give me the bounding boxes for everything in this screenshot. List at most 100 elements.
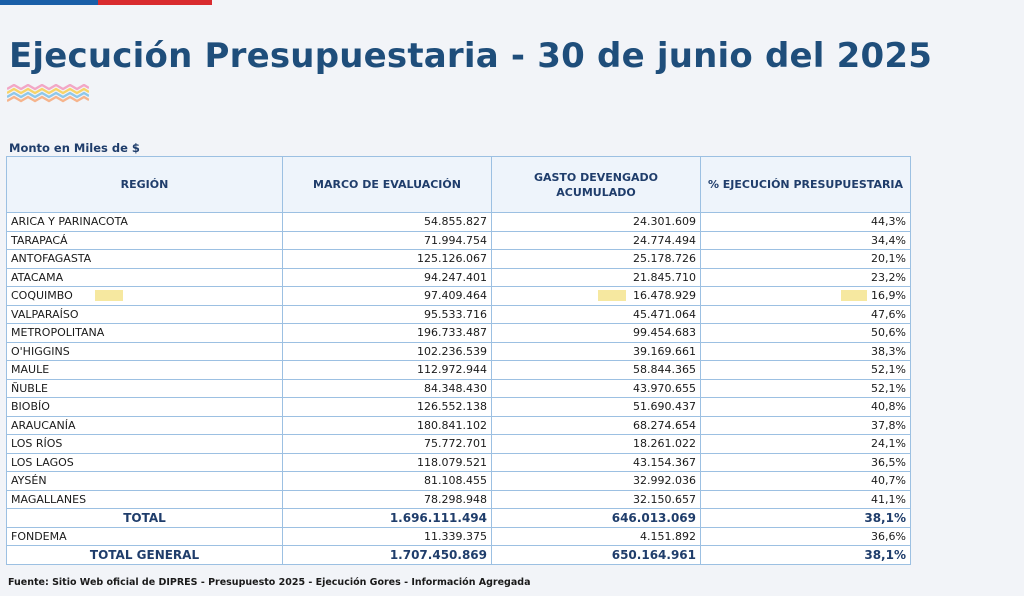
marco-cell: 84.348.430 [282, 378, 492, 398]
highlight-mark [841, 290, 867, 301]
gasto-cell: 4.151.892 [491, 526, 701, 546]
table-row: ARAUCANÍA 180.841.102 68.274.654 37,8% [6, 415, 911, 435]
gasto-cell: 646.013.069 [491, 508, 701, 528]
table-row: BIOBÍO 126.552.138 51.690.437 40,8% [6, 397, 911, 417]
marco-cell: 75.772.701 [282, 434, 492, 454]
region-cell: COQUIMBO [6, 286, 283, 306]
table-row: ANTOFAGASTA 125.126.067 25.178.726 20,1% [6, 249, 911, 269]
table-row: MAGALLANES 78.298.948 32.150.657 41,1% [6, 489, 911, 509]
ejecucion-cell: 36,6% [700, 526, 911, 546]
marco-cell: 112.972.944 [282, 360, 492, 380]
highlight-mark [95, 290, 123, 301]
table-row: METROPOLITANA 196.733.487 99.454.683 50,6% [6, 323, 911, 343]
region-cell: TOTAL GENERAL [6, 545, 283, 565]
table-row: COQUIMBO 97.409.464 16.478.929 16,9% [6, 286, 911, 306]
gasto-cell: 45.471.064 [491, 304, 701, 324]
ejecucion-cell: 36,5% [700, 452, 911, 472]
column-header-gasto: GASTO DEVENGADO ACUMULADO [491, 156, 701, 213]
marco-cell: 1.696.111.494 [282, 508, 492, 528]
gasto-cell: 25.178.726 [491, 249, 701, 269]
marco-cell: 126.552.138 [282, 397, 492, 417]
marco-cell: 180.841.102 [282, 415, 492, 435]
gasto-cell: 32.992.036 [491, 471, 701, 491]
region-cell: AYSÉN [6, 471, 283, 491]
page-title: Ejecución Presupuestaria - 30 de junio d… [9, 36, 933, 76]
table-row: MAULE 112.972.944 58.844.365 52,1% [6, 360, 911, 380]
ejecucion-cell: 40,8% [700, 397, 911, 417]
marco-cell: 97.409.464 [282, 286, 492, 306]
gasto-cell: 24.774.494 [491, 230, 701, 250]
marco-cell: 11.339.375 [282, 526, 492, 546]
ejecucion-cell: 52,1% [700, 360, 911, 380]
marco-cell: 81.108.455 [282, 471, 492, 491]
region-cell: LOS RÍOS [6, 434, 283, 454]
region-cell: TARAPACÁ [6, 230, 283, 250]
ejecucion-cell: 24,1% [700, 434, 911, 454]
ejecucion-cell: 38,1% [700, 508, 911, 528]
total-general-row: TOTAL GENERAL 1.707.450.869 650.164.961 38,… [6, 545, 911, 565]
gasto-cell: 21.845.710 [491, 267, 701, 287]
budget-table: REGIÓN MARCO DE EVALUACIÓN GASTO DEVENGA… [6, 156, 911, 565]
marco-cell: 94.247.401 [282, 267, 492, 287]
table-row: ATACAMA 94.247.401 21.845.710 23,2% [6, 267, 911, 287]
column-header-marco: MARCO DE EVALUACIÓN [282, 156, 492, 213]
ejecucion-cell: 52,1% [700, 378, 911, 398]
ejecucion-cell: 47,6% [700, 304, 911, 324]
fondema-row: FONDEMA 11.339.375 4.151.892 36,6% [6, 526, 911, 546]
ejecucion-cell: 38,3% [700, 341, 911, 361]
region-cell: VALPARAÍSO [6, 304, 283, 324]
gasto-cell: 43.154.367 [491, 452, 701, 472]
marco-cell: 118.079.521 [282, 452, 492, 472]
table-row: LOS LAGOS 118.079.521 43.154.367 36,5% [6, 452, 911, 472]
ejecucion-cell: 16,9% [700, 286, 911, 306]
table-row: ARICA Y PARINACOTA 54.855.827 24.301.609 44… [6, 212, 911, 232]
region-cell: METROPOLITANA [6, 323, 283, 343]
marco-cell: 78.298.948 [282, 489, 492, 509]
ejecucion-cell: 44,3% [700, 212, 911, 232]
gasto-cell: 24.301.609 [491, 212, 701, 232]
region-cell: ATACAMA [6, 267, 283, 287]
ejecucion-cell: 40,7% [700, 471, 911, 491]
gasto-cell: 18.261.022 [491, 434, 701, 454]
marco-cell: 71.994.754 [282, 230, 492, 250]
total-row: TOTAL 1.696.111.494 646.013.069 38,1% [6, 508, 911, 528]
gasto-cell: 51.690.437 [491, 397, 701, 417]
ejecucion-cell: 37,8% [700, 415, 911, 435]
flag-red-segment [98, 0, 212, 5]
ejecucion-cell: 20,1% [700, 249, 911, 269]
marco-cell: 1.707.450.869 [282, 545, 492, 565]
region-cell: ANTOFAGASTA [6, 249, 283, 269]
column-header-ejecucion: % EJECUCIÓN PRESUPUESTARIA [700, 156, 911, 213]
region-cell: FONDEMA [6, 526, 283, 546]
ejecucion-cell: 50,6% [700, 323, 911, 343]
gasto-cell: 58.844.365 [491, 360, 701, 380]
marco-cell: 54.855.827 [282, 212, 492, 232]
table-header-row: REGIÓN MARCO DE EVALUACIÓN GASTO DEVENGA… [6, 156, 911, 213]
ejecucion-cell: 38,1% [700, 545, 911, 565]
gasto-cell: 68.274.654 [491, 415, 701, 435]
gasto-cell: 39.169.661 [491, 341, 701, 361]
marco-cell: 196.733.487 [282, 323, 492, 343]
region-cell: ARICA Y PARINACOTA [6, 212, 283, 232]
ejecucion-cell: 34,4% [700, 230, 911, 250]
table-row: TARAPACÁ 71.994.754 24.774.494 34,4% [6, 230, 911, 250]
highlight-mark [598, 290, 626, 301]
table-row: LOS RÍOS 75.772.701 18.261.022 24,1% [6, 434, 911, 454]
ejecucion-cell: 41,1% [700, 489, 911, 509]
wave-decoration-icon [7, 84, 89, 103]
gasto-cell: 16.478.929 [491, 286, 701, 306]
region-cell: O'HIGGINS [6, 341, 283, 361]
marco-cell: 125.126.067 [282, 249, 492, 269]
flag-blue-segment [0, 0, 98, 5]
marco-cell: 102.236.539 [282, 341, 492, 361]
table-row: ÑUBLE 84.348.430 43.970.655 52,1% [6, 378, 911, 398]
marco-cell: 95.533.716 [282, 304, 492, 324]
region-cell: ÑUBLE [6, 378, 283, 398]
region-cell: ARAUCANÍA [6, 415, 283, 435]
region-cell: LOS LAGOS [6, 452, 283, 472]
column-header-region: REGIÓN [6, 156, 283, 213]
gasto-cell: 32.150.657 [491, 489, 701, 509]
ejecucion-cell: 23,2% [700, 267, 911, 287]
table-row: AYSÉN 81.108.455 32.992.036 40,7% [6, 471, 911, 491]
table-row: O'HIGGINS 102.236.539 39.169.661 38,3% [6, 341, 911, 361]
